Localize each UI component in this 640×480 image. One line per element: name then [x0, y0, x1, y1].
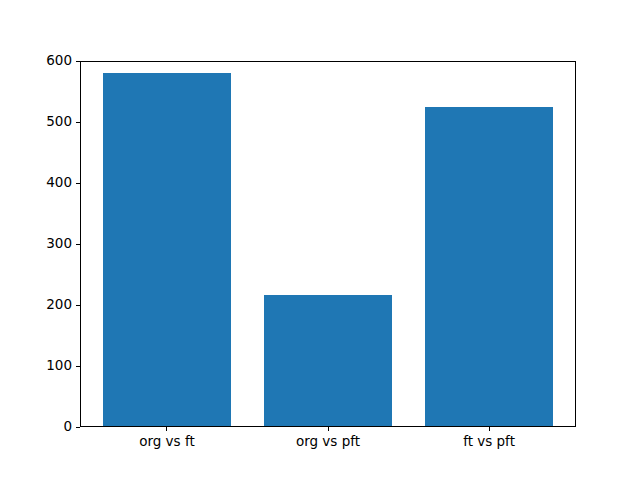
- bar-org-vs-pft: [264, 295, 393, 427]
- y-tick: [76, 305, 80, 306]
- y-tick: [76, 122, 80, 123]
- y-tick: [76, 366, 80, 367]
- y-tick-label: 400: [46, 176, 72, 190]
- bar-org-vs-ft: [103, 73, 232, 427]
- y-tick-label: 200: [46, 298, 72, 312]
- y-tick-label: 300: [46, 237, 72, 251]
- y-tick-label: 0: [63, 420, 72, 434]
- y-tick-label: 600: [46, 54, 72, 68]
- x-tick-label: org vs pft: [296, 435, 360, 449]
- y-tick-label: 500: [46, 115, 72, 129]
- y-tick-label: 100: [46, 359, 72, 373]
- y-tick: [76, 427, 80, 428]
- x-tick-label: org vs ft: [139, 435, 195, 449]
- bar-ft-vs-pft: [425, 107, 554, 427]
- figure: 0 100 200 300 400 500 600 org vs ft org vs pft ft…: [0, 0, 640, 480]
- y-tick: [76, 61, 80, 62]
- x-tick: [328, 427, 329, 431]
- y-tick: [76, 244, 80, 245]
- y-tick: [76, 183, 80, 184]
- plot-area: 0100200300400500600org vs ftorg vs pftft…: [80, 61, 576, 427]
- x-tick: [489, 427, 490, 431]
- x-tick-label: ft vs pft: [463, 435, 515, 449]
- x-tick: [166, 427, 167, 431]
